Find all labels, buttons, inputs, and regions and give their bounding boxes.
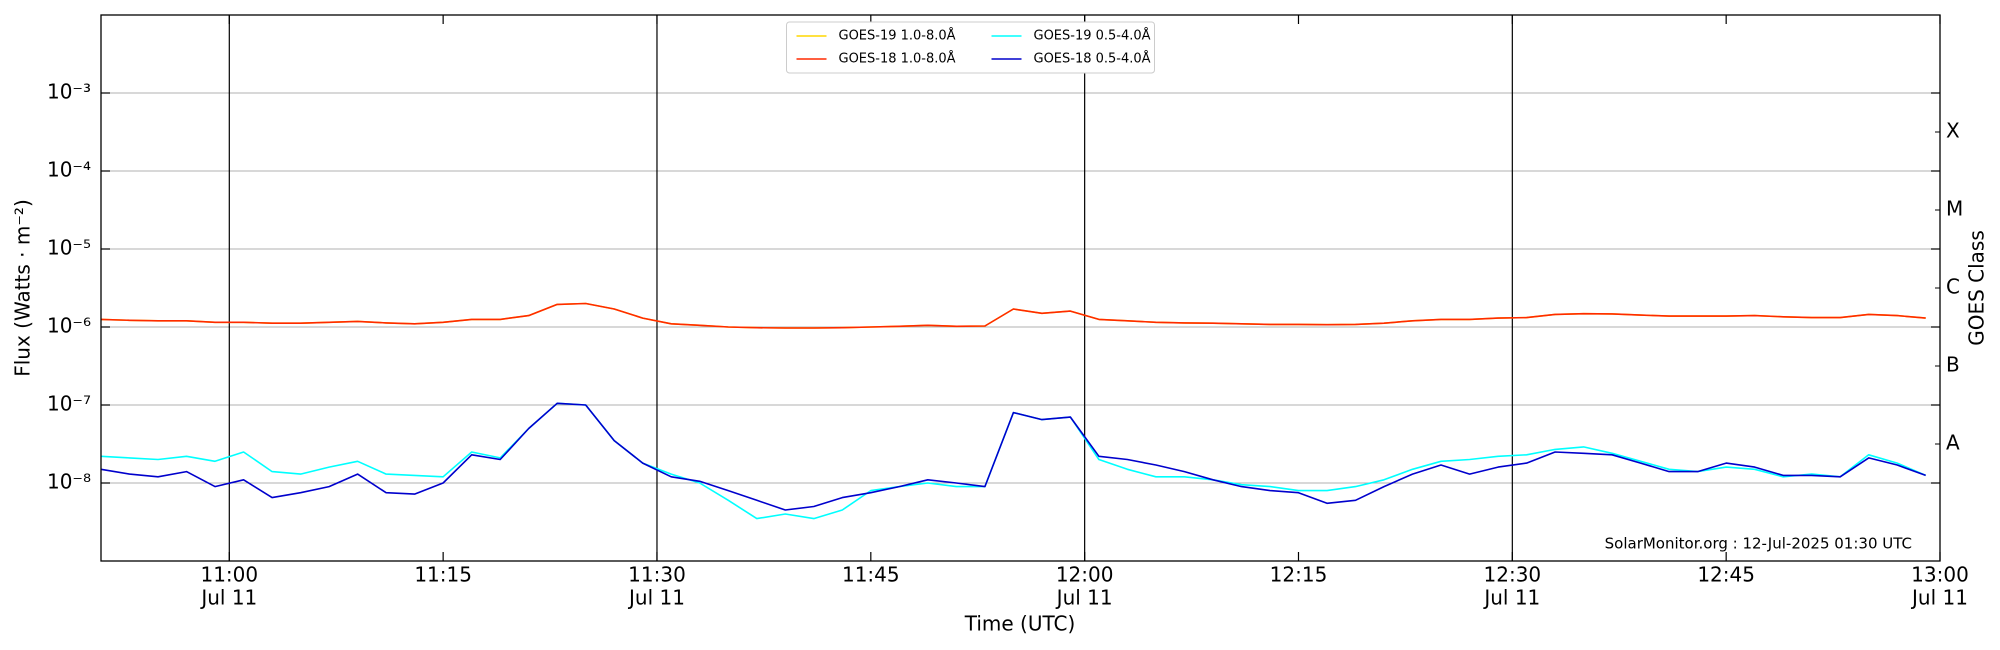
x-tick-label: 11:45: [842, 563, 900, 587]
x-tick-label: 12:00: [1056, 563, 1114, 587]
y-tick-label: 10⁻³: [47, 80, 91, 104]
legend-label: GOES-19 0.5-4.0Å: [1034, 28, 1151, 44]
x-tick-label: Jul 11: [1482, 586, 1540, 610]
y2-tick-label: M: [1946, 197, 1963, 221]
y-axis-label: Flux (Watts · m⁻²): [11, 199, 35, 377]
y2-tick-label: A: [1946, 431, 1960, 455]
y-tick-label: 10⁻⁵: [47, 236, 91, 260]
legend-box: [786, 21, 1155, 74]
y2-tick-label: C: [1946, 275, 1960, 299]
x-tick-label: 13:00: [1911, 563, 1969, 587]
x-tick-label: Jul 11: [1055, 586, 1113, 610]
y2-axis-label: GOES Class: [1965, 230, 1989, 346]
x-tick-label: 11:15: [414, 563, 472, 587]
x-tick-label: Jul 11: [1910, 586, 1968, 610]
x-tick-label: 12:45: [1697, 563, 1755, 587]
series-line: [100, 402, 1926, 511]
y-tick-label: 10⁻⁷: [47, 392, 91, 416]
legend-label: GOES-18 0.5-4.0Å: [1034, 51, 1151, 67]
y-tick-label: 10⁻⁶: [47, 314, 91, 338]
x-tick-label: 11:30: [628, 563, 686, 587]
x-tick-label: Jul 11: [627, 586, 685, 610]
series-line: [100, 302, 1926, 329]
plot-frame: [100, 14, 1941, 562]
x-tick-label: 12:15: [1270, 563, 1328, 587]
annotation: SolarMonitor.org : 12-Jul-2025 01:30 UTC: [1605, 535, 1912, 553]
y-tick-label: 10⁻⁸: [47, 470, 91, 494]
y-tick-label: 10⁻⁴: [47, 158, 91, 182]
x-tick-label: 12:30: [1484, 563, 1542, 587]
y2-tick-label: X: [1946, 119, 1960, 143]
legend-label: GOES-19 1.0-8.0Å: [839, 28, 956, 44]
x-tick-label: Jul 11: [199, 586, 257, 610]
y2-tick-label: B: [1946, 353, 1960, 377]
x-tick-label: 11:00: [200, 563, 258, 587]
x-axis-label: Time (UTC): [964, 612, 1076, 636]
legend-label: GOES-18 1.0-8.0Å: [839, 51, 956, 67]
